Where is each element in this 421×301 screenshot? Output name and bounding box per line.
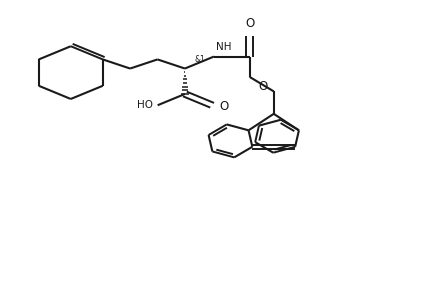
Text: O: O [220,100,229,113]
Text: HO: HO [137,100,153,110]
Text: NH: NH [216,42,232,52]
Text: O: O [258,80,267,93]
Text: O: O [245,17,254,30]
Text: &1: &1 [194,55,205,64]
